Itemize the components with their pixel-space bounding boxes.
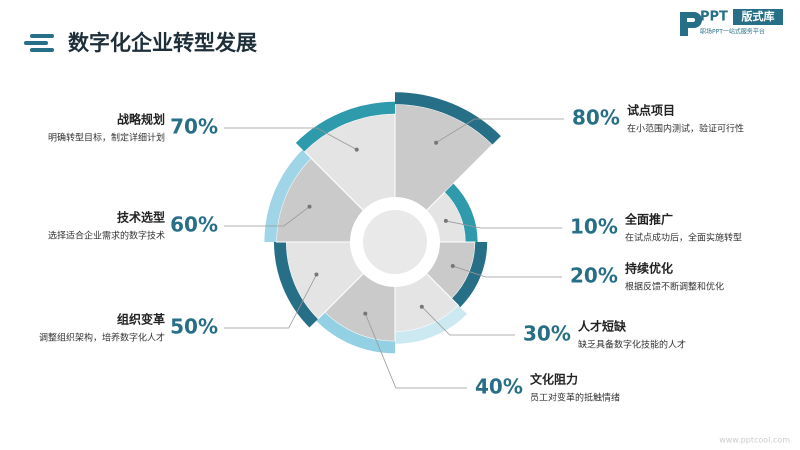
category-name: 试点项目: [627, 103, 675, 118]
category-name: 持续优化: [625, 261, 673, 276]
category-desc: 在小范围内测试，验证可行性: [627, 123, 744, 135]
rose-chart: [264, 92, 501, 354]
category-desc: 缺乏具备数字化技能的人才: [578, 339, 686, 351]
leader-dot: [363, 311, 368, 316]
sector-ring: [395, 305, 467, 344]
category-desc: 选择适合企业需求的数字技术: [48, 230, 165, 242]
sector-ring: [264, 149, 312, 242]
value-label: 80%: [572, 106, 620, 130]
value-label: 70%: [170, 115, 218, 139]
leader-dot: [419, 304, 424, 309]
category-name: 文化阻力: [530, 372, 578, 387]
sector-ring: [295, 101, 395, 152]
leader-line: [224, 274, 317, 329]
leader-line: [224, 127, 357, 150]
category-desc: 调整组织架构，培养数字化人才: [39, 332, 165, 344]
logo: PPT 版式库 职场PPT一站式服务平台: [680, 9, 783, 36]
value-label: 20%: [570, 264, 618, 288]
category-desc: 员工对变革的抵触情绪: [530, 392, 620, 404]
category-desc: 根据反馈不断调整和优化: [625, 281, 724, 293]
leader-dot: [434, 140, 439, 145]
center-disc: [363, 210, 427, 274]
leader-dot: [443, 218, 448, 223]
leader-dot: [314, 272, 319, 277]
value-label: 50%: [170, 315, 218, 339]
sector-ring: [451, 242, 488, 308]
value-label: 60%: [170, 213, 218, 237]
value-label: 40%: [475, 375, 523, 399]
title-icon: [24, 34, 54, 52]
leader-line: [224, 206, 310, 227]
value-label: 30%: [523, 322, 571, 346]
sector-ring: [444, 183, 478, 242]
leader-line: [421, 306, 515, 336]
sector-ring: [316, 312, 395, 354]
category-name: 技术选型: [117, 210, 165, 225]
leader-dot: [307, 204, 312, 209]
category-name: 人才短缺: [578, 319, 627, 334]
leader-line: [445, 220, 562, 229]
leader-line: [435, 118, 564, 144]
logo-text: PPT: [700, 10, 728, 25]
value-label: 10%: [570, 215, 618, 239]
url: www.pptcool.com: [719, 436, 790, 445]
leader-line: [364, 313, 467, 389]
slogan: 职场PPT一站式服务平台: [700, 28, 765, 36]
sector-ring: [274, 242, 318, 328]
logo-badge: 版式库: [742, 9, 775, 23]
category-name: 组织变革: [117, 312, 165, 327]
category-name: 战略规划: [117, 112, 165, 127]
leader-line: [452, 265, 562, 278]
category-desc: 在试点成功后，全面实施转型: [625, 232, 742, 244]
sector-ring: [395, 92, 501, 145]
category-name: 全面推广: [624, 212, 673, 227]
chart-title: 数字化企业转型发展: [68, 31, 257, 55]
category-desc: 明确转型目标，制定详细计划: [48, 132, 165, 144]
leader-dot: [354, 147, 359, 152]
leader-dot: [450, 263, 455, 268]
